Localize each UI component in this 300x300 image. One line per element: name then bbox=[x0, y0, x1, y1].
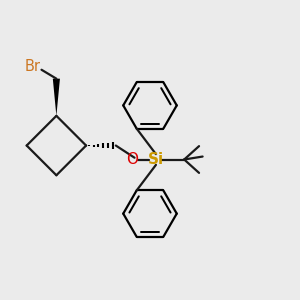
Text: Si: Si bbox=[148, 152, 164, 167]
Text: O: O bbox=[126, 152, 138, 167]
Text: Br: Br bbox=[25, 59, 40, 74]
Polygon shape bbox=[53, 79, 60, 116]
